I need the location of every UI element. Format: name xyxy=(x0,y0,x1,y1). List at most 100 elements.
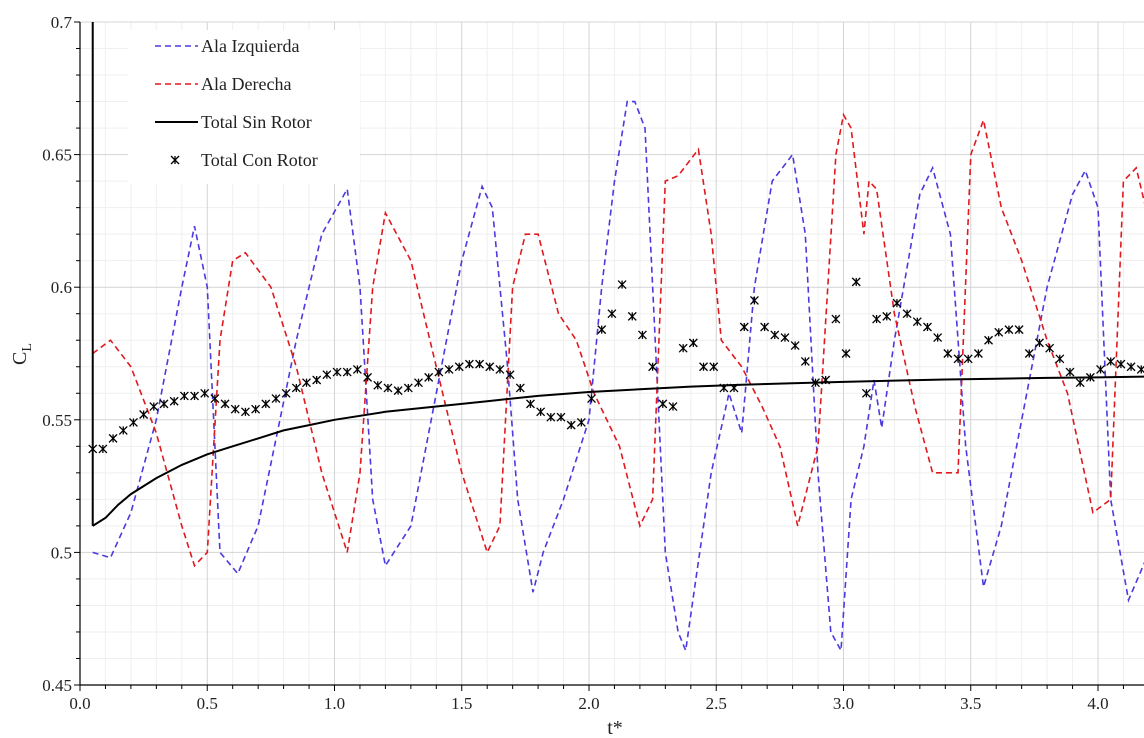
data-point xyxy=(281,388,291,398)
legend-item-total-sin-rotor: Total Sin Rotor xyxy=(155,112,312,132)
data-point xyxy=(587,394,597,404)
data-point xyxy=(464,359,474,369)
data-point xyxy=(984,335,994,345)
y-tick-label: 0.7 xyxy=(51,13,73,32)
y-tick-label: 0.6 xyxy=(51,278,72,297)
data-point xyxy=(719,383,729,393)
data-point xyxy=(963,354,973,364)
legend: Ala Izquierda Ala Derecha Total Sin Rotor T… xyxy=(128,30,360,184)
x-tick-label: 2.0 xyxy=(578,694,599,713)
data-point xyxy=(912,317,922,327)
data-point xyxy=(923,322,932,332)
data-point xyxy=(780,333,790,343)
legend-marker xyxy=(170,155,180,165)
data-point xyxy=(861,388,871,398)
data-point xyxy=(434,367,444,377)
data-point xyxy=(271,394,281,404)
data-point xyxy=(729,383,739,393)
data-point xyxy=(485,362,495,372)
x-axis-title: t* xyxy=(607,717,623,738)
data-point xyxy=(1004,325,1014,335)
data-point xyxy=(108,433,118,443)
data-point xyxy=(902,309,912,319)
data-point xyxy=(312,375,322,385)
data-point xyxy=(393,386,403,396)
y-tick-label: 0.5 xyxy=(51,543,72,562)
y-tick-label: 0.55 xyxy=(42,411,72,430)
data-point xyxy=(627,311,637,321)
data-point xyxy=(617,280,627,290)
data-point xyxy=(1126,362,1136,372)
data-point xyxy=(882,311,892,321)
data-point xyxy=(872,314,882,324)
x-tick-label: 2.5 xyxy=(706,694,727,713)
data-point xyxy=(220,399,230,409)
tick-labels: 0.0 0.5 1.0 1.5 2.0 2.5 3.0 3.5 4.0 0.45 0.5 0.55 0.… xyxy=(42,13,1108,713)
data-point xyxy=(1085,372,1095,382)
data-point xyxy=(352,364,362,374)
y-axis-title-subscript: L xyxy=(20,343,35,352)
data-point xyxy=(1116,359,1126,369)
data-point xyxy=(342,367,352,377)
x-tick-label: 1.5 xyxy=(451,694,472,713)
axes xyxy=(74,21,1144,691)
data-point xyxy=(536,407,546,417)
data-point xyxy=(760,322,770,332)
x-tick-label: 3.0 xyxy=(833,694,854,713)
data-point xyxy=(1014,325,1024,335)
data-point xyxy=(179,391,189,401)
data-point xyxy=(475,359,485,369)
legend-item-ala-izquierda: Ala Izquierda xyxy=(155,36,299,56)
x-tick-label: 1.0 xyxy=(324,694,345,713)
data-point xyxy=(139,410,149,419)
data-point xyxy=(892,298,902,308)
legend-background xyxy=(128,30,360,184)
data-point xyxy=(403,383,413,393)
data-point xyxy=(1035,338,1044,348)
data-point xyxy=(943,349,953,358)
data-point xyxy=(200,388,210,398)
y-axis-title: CL xyxy=(9,343,35,365)
data-point xyxy=(251,404,261,414)
data-point xyxy=(1106,356,1116,366)
data-point xyxy=(159,399,169,409)
data-point xyxy=(88,444,98,454)
data-point xyxy=(98,444,108,454)
data-point xyxy=(994,327,1004,337)
data-point xyxy=(607,309,617,319)
y-tick-label: 0.45 xyxy=(42,676,72,695)
data-point xyxy=(973,349,983,358)
data-point xyxy=(1065,367,1075,377)
data-point xyxy=(637,330,647,340)
data-point xyxy=(149,402,159,411)
data-point xyxy=(332,367,342,377)
data-point xyxy=(505,370,515,380)
data-point xyxy=(373,380,383,390)
data-point xyxy=(546,412,556,422)
data-point xyxy=(291,383,301,393)
data-point xyxy=(302,378,311,388)
data-point xyxy=(709,362,719,372)
data-point xyxy=(699,362,708,372)
data-point xyxy=(658,399,668,409)
data-point xyxy=(851,277,861,287)
data-point xyxy=(953,354,963,364)
data-point xyxy=(240,407,250,417)
data-point xyxy=(1075,378,1085,388)
series-total-con-rotor xyxy=(88,277,1144,454)
data-point xyxy=(739,322,749,332)
x-tick-label: 3.5 xyxy=(960,694,981,713)
series-layer xyxy=(88,22,1144,654)
data-point xyxy=(454,362,464,372)
data-point xyxy=(749,296,759,305)
data-point xyxy=(1045,343,1055,353)
series-line-ala-derecha xyxy=(92,112,1144,568)
data-point xyxy=(414,378,423,388)
data-point xyxy=(383,383,393,393)
data-point xyxy=(821,375,831,385)
data-point xyxy=(576,417,586,427)
data-point xyxy=(648,362,658,372)
data-point xyxy=(210,394,220,404)
data-point xyxy=(556,412,566,422)
